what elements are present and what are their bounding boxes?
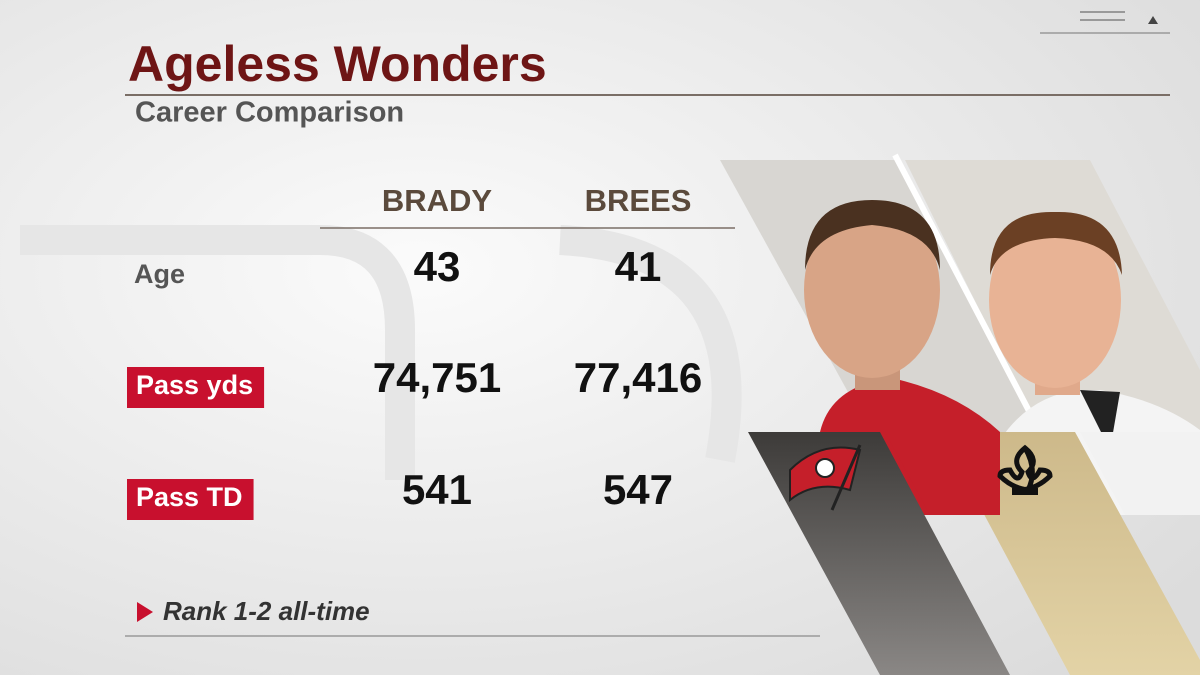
- cell-value: 541: [402, 466, 472, 513]
- cell-value: 74,751: [373, 354, 501, 401]
- row-label: Age: [134, 259, 185, 289]
- column-header: BREES: [585, 183, 692, 218]
- watermark: [20, 225, 742, 480]
- stats-table: BRADY BREES Age 43 41 Pass yds 74,751 77,416 Pas…: [127, 183, 735, 520]
- cell-value: 43: [414, 243, 461, 290]
- cell-value: 41: [615, 243, 662, 290]
- title: Ageless Wonders: [128, 36, 547, 92]
- row-label: Pass TD: [136, 482, 243, 512]
- cell-value: 547: [603, 466, 673, 513]
- saints-logo: [997, 444, 1053, 495]
- subtitle: Career Comparison: [135, 97, 404, 129]
- row-label-box: [127, 367, 265, 408]
- row-label: Pass yds: [136, 370, 253, 400]
- bucs-logo: [789, 444, 862, 511]
- saints-band: [940, 432, 1200, 675]
- cell-value: 77,416: [574, 354, 702, 401]
- menu-icon[interactable]: [1040, 11, 1170, 34]
- bucs-band: [748, 432, 1010, 675]
- footnote: Rank 1-2 all-time: [163, 596, 370, 626]
- column-header: BRADY: [382, 183, 493, 218]
- player-panels: [720, 153, 1200, 675]
- row-label-box: [127, 479, 254, 520]
- footnote-marker: [137, 602, 153, 622]
